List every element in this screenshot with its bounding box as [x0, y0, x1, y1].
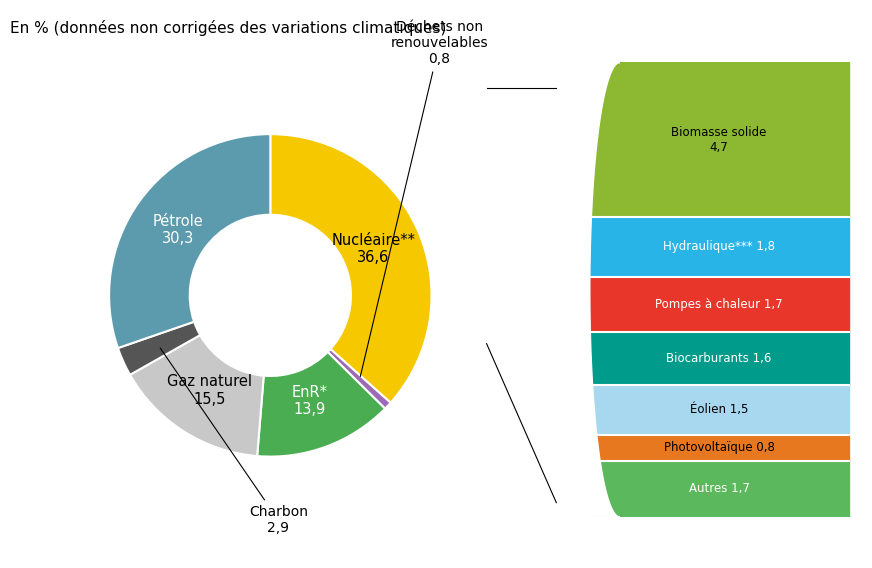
Text: Biomasse solide
4,7: Biomasse solide 4,7 — [671, 126, 766, 154]
Text: Hydraulique*** 1,8: Hydraulique*** 1,8 — [664, 240, 775, 253]
Text: Nucléaire**
36,6: Nucléaire** 36,6 — [331, 233, 415, 265]
Bar — [589, 461, 848, 517]
Bar — [589, 217, 848, 277]
Wedge shape — [109, 134, 270, 348]
Bar — [589, 385, 848, 435]
Text: Pompes à chaleur 1,7: Pompes à chaleur 1,7 — [656, 298, 783, 311]
Text: Gaz naturel
15,5: Gaz naturel 15,5 — [167, 374, 252, 407]
Wedge shape — [118, 321, 201, 375]
Text: EnR*
13,9: EnR* 13,9 — [291, 385, 328, 417]
Bar — [589, 62, 848, 217]
Text: Photovoltaïque 0,8: Photovoltaïque 0,8 — [664, 441, 774, 454]
Wedge shape — [270, 134, 432, 403]
Text: Déchets non
renouvelables
0,8: Déchets non renouvelables 0,8 — [360, 20, 488, 377]
Text: Biocarburants 1,6: Biocarburants 1,6 — [666, 352, 772, 365]
Wedge shape — [257, 352, 385, 457]
Text: En % (données non corrigées des variations climatiques): En % (données non corrigées des variatio… — [10, 20, 446, 36]
Bar — [589, 435, 848, 461]
Text: Autres 1,7: Autres 1,7 — [689, 482, 750, 495]
Text: Pétrole
30,3: Pétrole 30,3 — [153, 214, 204, 246]
Polygon shape — [560, 62, 620, 517]
Text: Éolien 1,5: Éolien 1,5 — [690, 403, 748, 416]
Wedge shape — [130, 335, 263, 456]
Bar — [589, 277, 848, 332]
Bar — [589, 332, 848, 385]
Wedge shape — [328, 349, 391, 408]
Text: Charbon
2,9: Charbon 2,9 — [160, 348, 308, 535]
